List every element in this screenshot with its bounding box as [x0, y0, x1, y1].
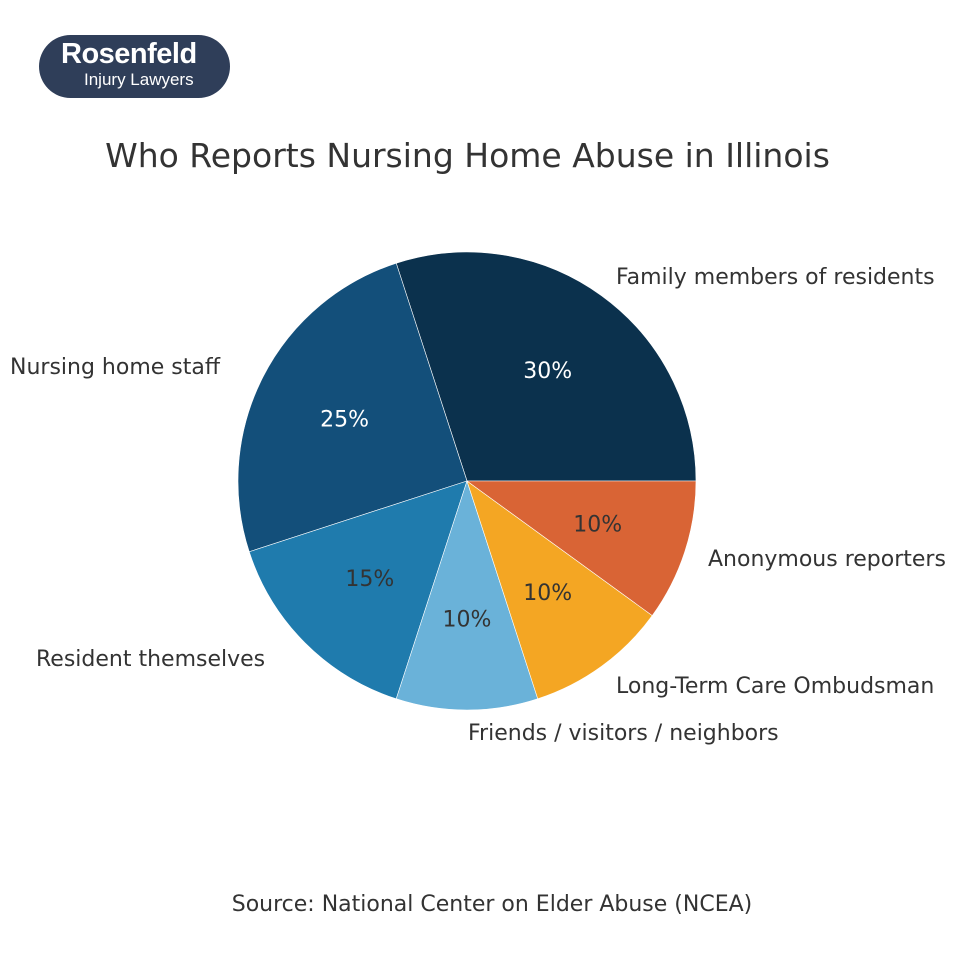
pie-slice — [466, 480, 697, 617]
pie-slice — [395, 480, 539, 711]
slice-category-label: Friends / visitors / neighbors — [468, 721, 779, 746]
slice-percent-label: 25% — [320, 408, 369, 433]
slice-category-label: Anonymous reporters — [708, 547, 946, 572]
logo-name: Rosenfeld — [61, 38, 197, 70]
chart-title: Who Reports Nursing Home Abuse in Illino… — [105, 136, 830, 175]
slice-percent-label: 10% — [573, 512, 622, 537]
slice-percent-label: 15% — [345, 567, 394, 592]
slice-percent-label: 10% — [523, 581, 572, 606]
pie-slices — [237, 251, 697, 711]
pie-slice — [248, 480, 468, 700]
slice-percent-label: 10% — [443, 607, 492, 632]
slice-category-label: Family members of residents — [616, 265, 935, 290]
pie-slice — [395, 251, 697, 482]
slice-percent-label: 30% — [523, 359, 572, 384]
logo-tagline: Injury Lawyers — [84, 70, 194, 89]
slice-category-label: Long-Term Care Ombudsman — [616, 674, 934, 699]
slice-category-label: Resident themselves — [36, 647, 265, 672]
pie-slice — [237, 262, 468, 553]
slice-category-label: Nursing home staff — [10, 355, 221, 380]
pie-category-labels: Family members of residents Nursing home … — [10, 265, 946, 746]
pie-slice — [466, 480, 653, 700]
source-note: Source: National Center on Elder Abuse (… — [231, 892, 753, 917]
brand-logo: Rosenfeld Injury Lawyers — [39, 35, 230, 98]
pie-percent-labels: 30% 25% 15% 10% 10% 10% — [320, 359, 622, 633]
